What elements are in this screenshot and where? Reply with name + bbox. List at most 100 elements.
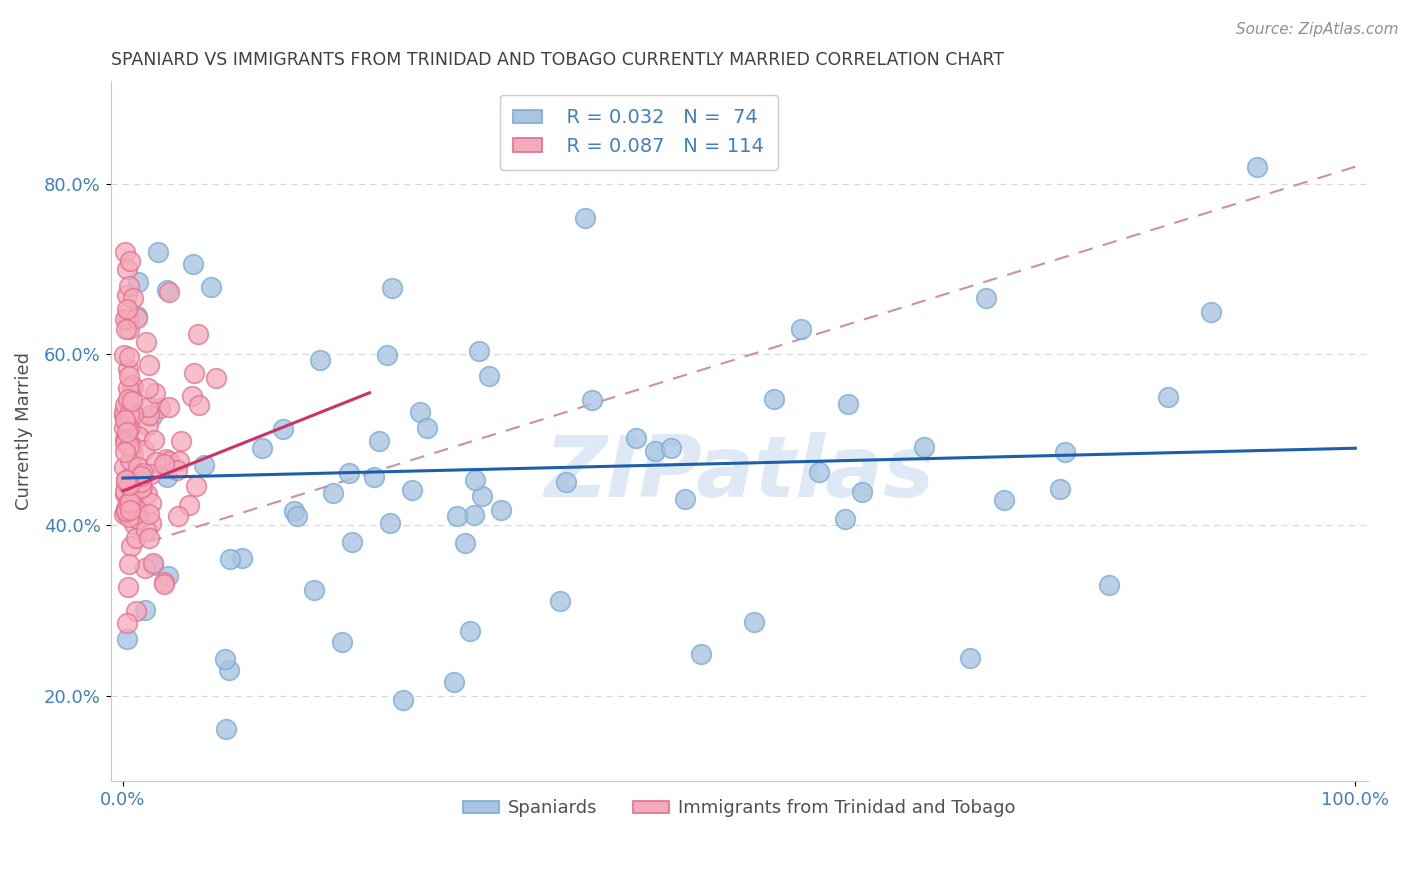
Point [380, 516, 402, 531]
Point [152, 575, 174, 590]
Point [548, 594, 571, 608]
Point [117, 392, 139, 407]
Point [136, 381, 159, 395]
Point [1157, 390, 1180, 404]
Point [120, 470, 142, 484]
Point [139, 467, 162, 482]
Point [125, 309, 148, 323]
Point [477, 369, 499, 384]
Point [112, 409, 135, 423]
Point [789, 322, 811, 336]
Point [120, 539, 142, 553]
Point [146, 245, 169, 260]
Point [121, 291, 143, 305]
Point [114, 245, 136, 260]
Point [138, 507, 160, 521]
Point [367, 434, 389, 449]
Point [219, 552, 242, 566]
Point [138, 408, 160, 422]
Point [157, 454, 180, 468]
Point [112, 405, 135, 419]
Point [118, 475, 141, 489]
Point [215, 723, 238, 737]
Point [166, 463, 188, 477]
Point [114, 398, 136, 412]
Point [118, 322, 141, 336]
Point [122, 448, 145, 462]
Point [808, 465, 831, 479]
Point [117, 304, 139, 318]
Text: Source: ZipAtlas.com: Source: ZipAtlas.com [1236, 22, 1399, 37]
Point [959, 650, 981, 665]
Point [252, 442, 274, 456]
Point [153, 457, 176, 471]
Point [142, 558, 165, 572]
Point [271, 422, 294, 436]
Point [381, 281, 404, 295]
Point [118, 494, 141, 508]
Point [1246, 160, 1268, 174]
Point [285, 509, 308, 524]
Point [127, 512, 149, 526]
Point [112, 420, 135, 434]
Text: SPANIARD VS IMMIGRANTS FROM TRINIDAD AND TOBAGO CURRENTLY MARRIED CORRELATION CH: SPANIARD VS IMMIGRANTS FROM TRINIDAD AND… [111, 51, 1004, 69]
Point [337, 466, 360, 480]
Point [114, 484, 136, 499]
Point [112, 348, 135, 362]
Point [153, 576, 176, 591]
Point [118, 438, 141, 452]
Point [132, 466, 155, 480]
Point [129, 467, 152, 482]
Point [139, 495, 162, 509]
Point [155, 470, 177, 484]
Point [125, 604, 148, 618]
Point [142, 557, 165, 571]
Point [409, 404, 432, 418]
Point [763, 392, 786, 407]
Point [446, 509, 468, 524]
Point [659, 441, 682, 455]
Point [187, 398, 209, 412]
Point [443, 674, 465, 689]
Point [322, 486, 344, 500]
Point [912, 440, 935, 454]
Point [132, 442, 155, 457]
Point [135, 523, 157, 537]
Point [120, 503, 142, 517]
Point [363, 470, 385, 484]
Point [124, 500, 146, 515]
Point [138, 531, 160, 545]
Point [112, 459, 135, 474]
Point [118, 368, 141, 383]
Legend: Spaniards, Immigrants from Trinidad and Tobago: Spaniards, Immigrants from Trinidad and … [456, 792, 1024, 824]
Point [115, 425, 138, 440]
Point [118, 558, 141, 572]
Point [141, 409, 163, 423]
Point [464, 473, 486, 487]
Point [156, 283, 179, 297]
Point [125, 531, 148, 545]
Point [127, 275, 149, 289]
Text: ZIPatlas: ZIPatlas [544, 432, 935, 515]
Point [115, 474, 138, 488]
Point [118, 279, 141, 293]
Point [118, 407, 141, 421]
Point [214, 652, 236, 666]
Point [375, 348, 398, 362]
Point [135, 486, 157, 500]
Point [837, 397, 859, 411]
Point [121, 377, 143, 392]
Point [340, 535, 363, 549]
Point [993, 492, 1015, 507]
Point [157, 285, 180, 299]
Point [115, 302, 138, 317]
Point [463, 508, 485, 522]
Point [115, 476, 138, 491]
Point [155, 452, 177, 467]
Point [125, 310, 148, 325]
Point [690, 647, 713, 661]
Point [143, 385, 166, 400]
Point [125, 500, 148, 514]
Point [1053, 444, 1076, 458]
Point [283, 503, 305, 517]
